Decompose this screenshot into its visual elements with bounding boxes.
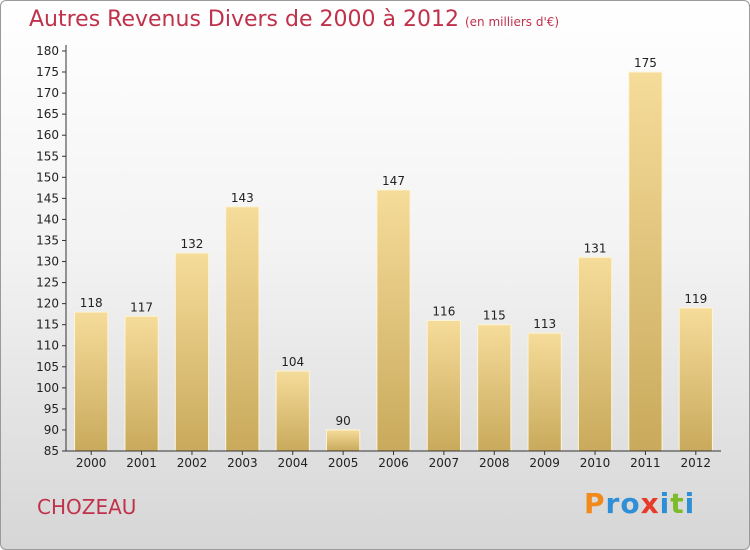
bar <box>74 311 109 452</box>
data-label: 115 <box>483 309 506 323</box>
y-tick-label: 130 <box>36 255 59 269</box>
y-tick-label: 125 <box>36 276 59 290</box>
y-tick-label: 175 <box>36 65 59 79</box>
y-tick-label: 180 <box>36 44 59 58</box>
logo-letter: t <box>670 487 685 520</box>
y-tick-label: 170 <box>36 86 59 100</box>
data-label: 104 <box>281 355 304 369</box>
y-tick-label: 115 <box>36 318 59 332</box>
y-axis: 85 90 95 100 105 110 115 120 125 130 135 140 145 150 1… <box>36 44 67 458</box>
y-tick-label: 140 <box>36 212 59 226</box>
bar <box>628 71 663 452</box>
data-label: 175 <box>634 56 657 70</box>
y-tick-label: 160 <box>36 128 59 142</box>
logo-letter: i <box>659 487 671 520</box>
x-tick-label: 2011 <box>630 456 661 470</box>
title-unit: (en milliers d'€) <box>464 15 560 29</box>
bar <box>325 429 361 452</box>
y-tick-label: 165 <box>36 107 59 121</box>
data-label: 90 <box>335 414 350 428</box>
logo-letter: o <box>620 487 641 520</box>
chart-title: Autres Revenus Divers de 2000 à 2012 (en … <box>29 7 559 32</box>
logo-letter: P <box>584 487 606 520</box>
data-label: 113 <box>533 317 556 331</box>
bar <box>275 370 310 452</box>
data-label: 119 <box>684 292 707 306</box>
bar <box>678 307 713 452</box>
x-tick-label: 2002 <box>177 456 208 470</box>
x-tick-label: 2005 <box>328 456 359 470</box>
x-tick-label: 2006 <box>378 456 409 470</box>
x-tick-label: 2003 <box>227 456 258 470</box>
data-label: 147 <box>382 174 405 188</box>
bar <box>376 189 411 452</box>
bar <box>527 332 562 452</box>
title-text: Autres Revenus Divers de 2000 à 2012 <box>29 7 459 32</box>
x-tick-label: 2000 <box>76 456 107 470</box>
y-tick-label: 110 <box>36 339 59 353</box>
x-tick-label: 2010 <box>580 456 611 470</box>
data-label: 132 <box>181 237 204 251</box>
bar <box>174 252 210 452</box>
proxiti-logo: Proxiti <box>584 487 695 520</box>
y-tick-label: 95 <box>44 402 59 416</box>
data-label: 116 <box>432 304 455 318</box>
y-tick-label: 155 <box>36 149 59 163</box>
bar <box>477 324 512 452</box>
y-tick-label: 100 <box>36 381 59 395</box>
bars: 118 117 132 143 104 90 147 116 115 113 131 175 119 <box>74 56 713 452</box>
x-tick-label: 2012 <box>681 456 712 470</box>
data-label: 117 <box>130 300 153 314</box>
y-tick-label: 150 <box>36 170 59 184</box>
y-tick-label: 90 <box>44 423 59 437</box>
y-tick-label: 120 <box>36 297 59 311</box>
y-tick-label: 85 <box>44 444 59 458</box>
logo-letter: r <box>605 487 621 520</box>
x-tick-label: 2009 <box>529 456 560 470</box>
x-tick-label: 2004 <box>277 456 308 470</box>
logo-letter: x <box>640 487 660 520</box>
data-label: 143 <box>231 191 254 205</box>
x-tick-label: 2001 <box>126 456 157 470</box>
data-label: 118 <box>80 296 103 310</box>
data-label: 131 <box>584 241 607 255</box>
y-tick-label: 135 <box>36 233 59 247</box>
x-tick-label: 2008 <box>479 456 510 470</box>
bar <box>426 319 462 452</box>
y-tick-label: 145 <box>36 191 59 205</box>
x-axis: 2000 2001 2002 2003 2004 2005 2006 2007 2008 2009… <box>66 450 721 470</box>
logo-letter: i <box>684 487 696 520</box>
bar <box>124 315 159 452</box>
y-tick-label: 105 <box>36 360 59 374</box>
bar <box>225 206 260 452</box>
x-tick-label: 2007 <box>429 456 460 470</box>
town-name: CHOZEAU <box>37 495 137 519</box>
bar <box>577 256 613 452</box>
